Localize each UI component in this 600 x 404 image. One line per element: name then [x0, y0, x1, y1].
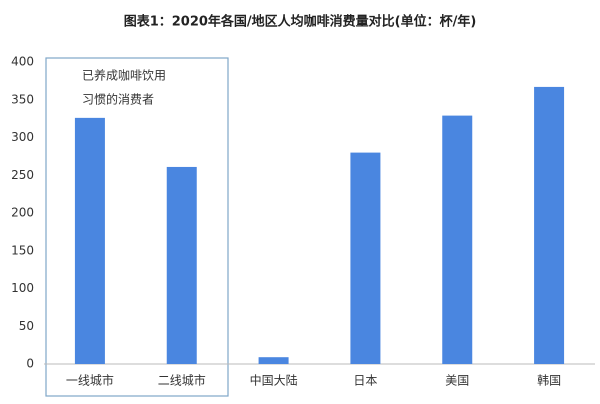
y-tick-label: 250 [11, 168, 34, 182]
annotation: 已养成咖啡饮用 [82, 68, 166, 83]
y-tick-label: 150 [11, 243, 34, 257]
y-tick-label: 100 [11, 281, 34, 295]
y-tick-label: 300 [11, 130, 34, 144]
annotation: 习惯的消费者 [82, 92, 154, 107]
bar [258, 357, 289, 364]
x-tick-label: 中国大陆 [250, 373, 298, 388]
y-tick-label: 200 [11, 206, 34, 220]
y-tick-label: 400 [11, 55, 34, 69]
x-tick-label: 一线城市 [66, 373, 114, 388]
y-tick-label: 350 [11, 92, 34, 106]
x-tick-label: 二线城市 [158, 373, 206, 388]
y-tick-label: 50 [19, 319, 34, 333]
x-tick-label: 韩国 [537, 373, 561, 388]
bar [350, 152, 381, 364]
x-tick-label: 日本 [353, 374, 377, 388]
y-tick-label: 0 [26, 357, 34, 371]
bar [534, 86, 565, 364]
bar [74, 117, 105, 365]
bar [166, 166, 197, 364]
bar [442, 115, 473, 364]
x-tick-label: 美国 [445, 374, 469, 388]
chart-title: 图表1：2020年各国/地区人均咖啡消费量对比(单位：杯/年) [124, 14, 477, 30]
annotation-box [45, 57, 229, 397]
